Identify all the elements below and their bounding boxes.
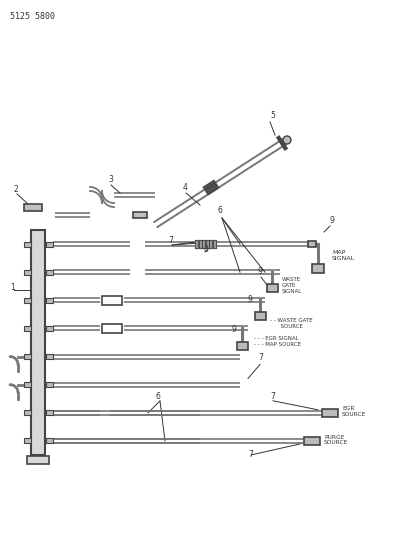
Text: 1: 1 bbox=[10, 283, 15, 292]
Bar bbox=[102, 296, 122, 305]
Bar bbox=[27, 456, 49, 464]
Text: 7: 7 bbox=[258, 353, 263, 362]
Bar bbox=[24, 382, 31, 387]
Text: 8: 8 bbox=[204, 245, 209, 254]
Bar bbox=[46, 354, 53, 359]
Text: 3: 3 bbox=[108, 175, 113, 184]
Bar bbox=[255, 312, 266, 320]
Bar bbox=[308, 241, 316, 247]
Text: 9: 9 bbox=[232, 326, 237, 334]
Text: PURGE
SOURCE: PURGE SOURCE bbox=[324, 434, 348, 446]
Bar bbox=[46, 241, 53, 247]
Text: EGR
SOURCE: EGR SOURCE bbox=[342, 406, 366, 417]
Text: 9: 9 bbox=[258, 267, 263, 276]
Text: - - WASTE GATE
      SOURCE: - - WASTE GATE SOURCE bbox=[270, 318, 313, 329]
Text: - - - EGR SIGNAL
- - - MAP SOURCE: - - - EGR SIGNAL - - - MAP SOURCE bbox=[254, 336, 301, 347]
Bar bbox=[322, 409, 338, 417]
Text: 7: 7 bbox=[270, 392, 275, 401]
Text: 7: 7 bbox=[248, 450, 253, 459]
Circle shape bbox=[283, 136, 291, 144]
Text: 6: 6 bbox=[156, 392, 161, 401]
Bar bbox=[266, 284, 277, 292]
Bar bbox=[102, 324, 122, 333]
Bar bbox=[46, 439, 53, 443]
Bar bbox=[31, 230, 45, 455]
Text: 4: 4 bbox=[183, 183, 188, 192]
Bar bbox=[24, 410, 31, 415]
Bar bbox=[24, 439, 31, 443]
Bar bbox=[46, 326, 53, 331]
Bar bbox=[46, 410, 53, 415]
Bar bbox=[24, 326, 31, 331]
Bar bbox=[133, 212, 147, 218]
Bar bbox=[24, 298, 31, 303]
Bar bbox=[312, 263, 324, 272]
Text: 2: 2 bbox=[14, 185, 19, 194]
Bar bbox=[24, 241, 31, 247]
Bar bbox=[46, 298, 53, 303]
Bar bbox=[46, 382, 53, 387]
Bar bbox=[304, 437, 320, 445]
Text: 5125 5800: 5125 5800 bbox=[10, 12, 55, 21]
Text: 6: 6 bbox=[218, 206, 223, 215]
Bar bbox=[237, 342, 248, 350]
Bar bbox=[46, 270, 53, 274]
Text: MAP
SIGNAL: MAP SIGNAL bbox=[332, 250, 355, 261]
Text: 9: 9 bbox=[248, 295, 253, 304]
Text: 7: 7 bbox=[168, 236, 173, 245]
Text: 5: 5 bbox=[270, 111, 275, 120]
Bar bbox=[24, 354, 31, 359]
Text: WASTE
GATE
SIGNAL: WASTE GATE SIGNAL bbox=[282, 277, 302, 294]
Bar bbox=[24, 204, 42, 211]
Text: 9: 9 bbox=[330, 216, 335, 225]
Bar bbox=[24, 270, 31, 274]
